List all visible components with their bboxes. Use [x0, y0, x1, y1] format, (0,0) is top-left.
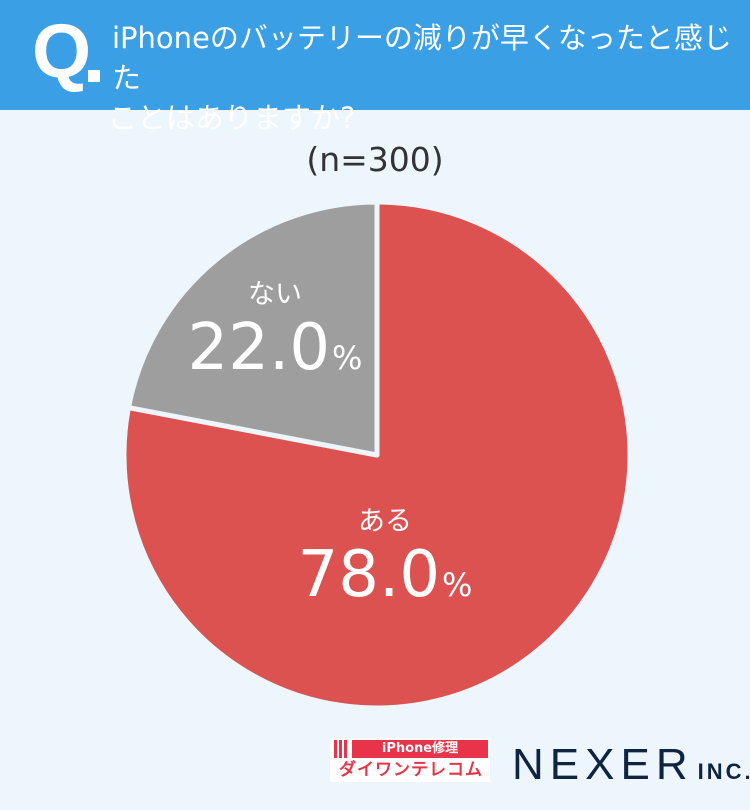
company-name: NEXER: [512, 740, 694, 789]
q-dot: [88, 70, 100, 82]
slice-unit-yes: %: [442, 566, 473, 604]
slice-value-yes: 78.0: [297, 538, 441, 612]
slice-label-yes: ある 78.0%: [290, 505, 480, 611]
sponsor-name: ダイワンテレコム: [339, 760, 483, 780]
sponsor-stripes-icon: [334, 740, 348, 758]
slice-unit-no: %: [332, 339, 363, 377]
question-line-2: ことはありますか?: [108, 101, 356, 135]
question-text: iPhoneのバッテリーの減りが早くなったと感じた ことはありますか?: [108, 18, 750, 138]
slice-label-no: ない 22.0%: [180, 278, 370, 384]
q-mark: Q: [32, 9, 91, 94]
sample-size: (n=300): [306, 140, 444, 179]
pie-slice-no: [125, 199, 380, 458]
slice-value-no: 22.0: [187, 311, 331, 385]
slice-category-no: ない: [248, 279, 302, 310]
sponsor-logo: iPhone修理 ダイワンテレコム: [330, 738, 490, 782]
company-logo: NEXER INC.: [512, 743, 750, 794]
question-header: Q iPhoneのバッテリーの減りが早くなったと感じた ことはありますか?: [0, 0, 750, 135]
company-suffix: INC.: [697, 759, 750, 784]
slice-category-yes: ある: [358, 506, 412, 537]
sponsor-tagline: iPhone修理: [352, 740, 488, 758]
question-line-1: iPhoneのバッテリーの減りが早くなったと感じた: [112, 21, 732, 95]
